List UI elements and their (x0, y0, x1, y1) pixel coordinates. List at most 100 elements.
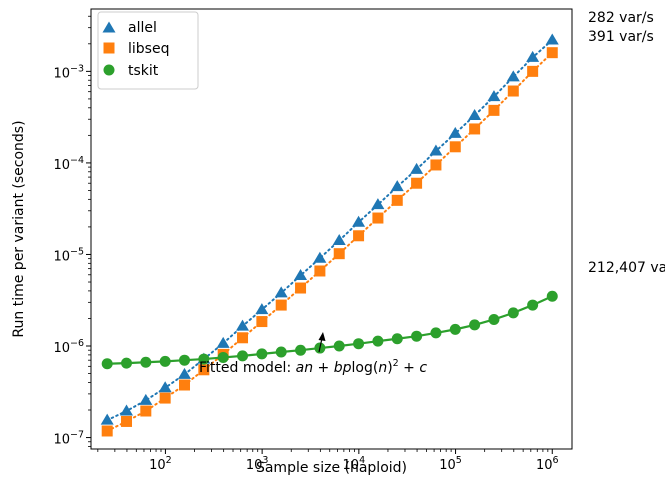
data-point-allel (332, 234, 346, 246)
data-point-tskit (333, 340, 345, 352)
annotation-arrow-head (318, 332, 326, 341)
data-point-libseq (121, 415, 133, 427)
rate-label-libseq: 391 var/s (588, 29, 654, 45)
plot-frame (90, 8, 573, 450)
data-point-tskit (140, 356, 152, 368)
data-point-allel (371, 198, 385, 210)
data-point-libseq (237, 332, 249, 344)
data-point-allel (236, 319, 250, 331)
data-point-tskit (217, 351, 229, 363)
x-tick-label: 106 (536, 455, 559, 473)
data-point-allel (216, 336, 230, 348)
data-point-libseq (159, 392, 171, 404)
data-point-tskit (159, 355, 171, 367)
legend-entry-libseq: libseq (103, 41, 169, 57)
data-point-allel (352, 215, 366, 227)
legend-marker-triangle (102, 21, 116, 33)
data-point-libseq (546, 47, 558, 59)
data-point-allel (487, 90, 501, 102)
data-point-tskit (488, 313, 500, 325)
data-point-tskit (275, 346, 287, 358)
data-point-libseq (198, 364, 210, 376)
data-point-tskit (353, 338, 365, 350)
data-point-tskit (546, 290, 558, 302)
x-tick-label: 104 (343, 455, 366, 473)
data-point-tskit (101, 358, 113, 370)
data-point-tskit (469, 319, 481, 331)
data-point-allel (120, 404, 134, 416)
data-point-libseq (527, 65, 539, 77)
data-point-allel (410, 162, 424, 174)
data-point-allel (429, 144, 443, 156)
data-point-tskit (411, 330, 423, 342)
series-layer (100, 33, 559, 437)
y-tick-label: 10−3 (53, 63, 84, 81)
data-point-tskit (391, 333, 403, 345)
data-point-allel (390, 180, 404, 192)
legend-marker-square (103, 42, 115, 54)
axis-layer: 102 103 104 105 106 10−7 10−6 10−5 10−4 10−3 (53, 15, 559, 473)
data-point-tskit (295, 344, 307, 356)
data-point-allel (158, 381, 172, 393)
data-point-allel (448, 126, 462, 138)
data-point-libseq (391, 194, 403, 206)
data-point-allel (255, 303, 269, 315)
data-point-allel (139, 393, 153, 405)
data-point-libseq (333, 248, 345, 260)
data-point-libseq (275, 299, 287, 311)
data-point-libseq (507, 85, 519, 97)
data-point-libseq (449, 141, 461, 153)
data-point-tskit (430, 327, 442, 339)
data-point-allel (274, 286, 288, 298)
data-point-allel (178, 367, 192, 379)
rate-label-allel: 282 var/s (588, 10, 654, 26)
legend-label: tskit (128, 63, 159, 79)
data-point-libseq (372, 212, 384, 224)
data-point-libseq (179, 379, 191, 391)
data-point-libseq (411, 177, 423, 189)
x-tick-label: 103 (246, 455, 269, 473)
data-point-tskit (198, 353, 210, 365)
data-point-allel (468, 108, 482, 120)
data-point-libseq (353, 230, 365, 242)
legend-entry-tskit: tskit (103, 63, 159, 79)
data-point-tskit (237, 350, 249, 362)
data-point-libseq (469, 123, 481, 135)
rate-label-tskit: 212,407 var/s (588, 260, 665, 276)
x-tick-label: 105 (439, 455, 462, 473)
data-point-libseq (314, 265, 326, 277)
data-point-libseq (256, 316, 268, 328)
data-point-allel (100, 413, 114, 425)
data-point-allel (506, 70, 520, 82)
y-tick-label: 10−7 (53, 430, 84, 448)
data-point-allel (545, 33, 559, 45)
data-point-tskit (179, 354, 191, 366)
data-point-allel (526, 50, 540, 62)
annotation: Fitted model: an + bplog(n)2 + c (199, 332, 427, 376)
data-point-tskit (527, 299, 539, 311)
data-point-libseq (140, 405, 152, 417)
legend-entry-allel: allel (102, 20, 157, 36)
data-point-tskit (449, 323, 461, 335)
data-point-tskit (121, 357, 133, 369)
x-axis-title: Sample size (haploid) (256, 460, 407, 476)
data-point-tskit (372, 335, 384, 347)
y-axis-title: Run time per variant (seconds) (11, 120, 27, 337)
x-tick-label: 102 (149, 455, 172, 473)
data-point-libseq (101, 425, 113, 437)
y-tick-label: 10−4 (53, 155, 84, 173)
data-point-allel (313, 251, 327, 263)
data-point-libseq (488, 104, 500, 116)
data-point-allel (294, 268, 308, 280)
y-tick-label: 10−5 (53, 246, 84, 264)
legend-label: allel (128, 20, 157, 36)
legend-box (97, 11, 199, 90)
legend-marker-circle (103, 64, 115, 76)
series-line-tskit (107, 295, 553, 365)
annotation-text: Fitted model: an + bplog(n)2 + c (199, 358, 427, 376)
data-point-libseq (295, 282, 307, 294)
legend: allel libseq tskit (97, 11, 199, 90)
y-tick-label: 10−6 (53, 338, 84, 356)
data-point-libseq (430, 159, 442, 171)
